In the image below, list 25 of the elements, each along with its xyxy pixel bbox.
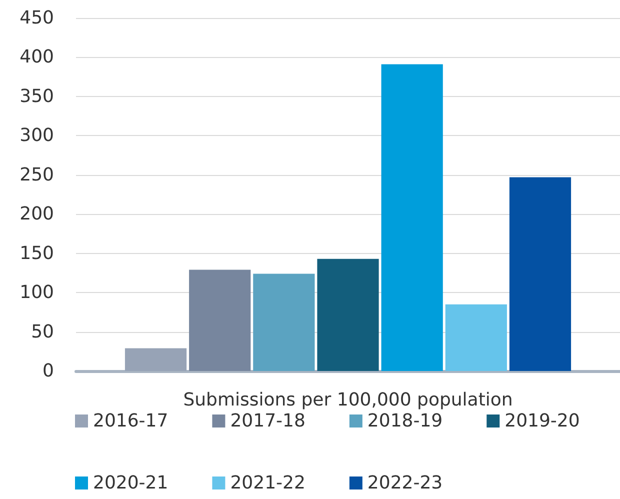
legend-label: 2019-20 (504, 410, 580, 432)
legend-label: 2017-18 (230, 410, 306, 432)
y-tick-label: 0 (42, 360, 54, 382)
y-tick-label: 50 (31, 321, 54, 342)
y-tick-label: 100 (20, 282, 54, 304)
legend-label: 2022-23 (367, 472, 443, 494)
bar (124, 348, 187, 371)
y-tick-label: 150 (20, 242, 54, 264)
y-tick-label: 300 (20, 125, 54, 146)
bar (253, 274, 315, 371)
y-tick-label: 350 (20, 86, 54, 107)
y-tick-label: 250 (20, 164, 54, 186)
y-tick-label: 200 (20, 204, 54, 225)
legend-label: 2020-21 (93, 472, 168, 494)
bar (317, 258, 379, 371)
y-tick-label: 400 (20, 46, 54, 68)
bar (445, 304, 507, 371)
y-tick-label: 450 (20, 8, 54, 28)
bar (509, 177, 572, 371)
legend-label: 2016-17 (93, 410, 168, 432)
legend-label: 2018-19 (367, 410, 443, 432)
bar (189, 270, 251, 371)
legend-label: 2021-22 (230, 472, 306, 494)
x-tick-label: Submissions per 100,000 population (183, 390, 513, 410)
bar (381, 64, 443, 371)
